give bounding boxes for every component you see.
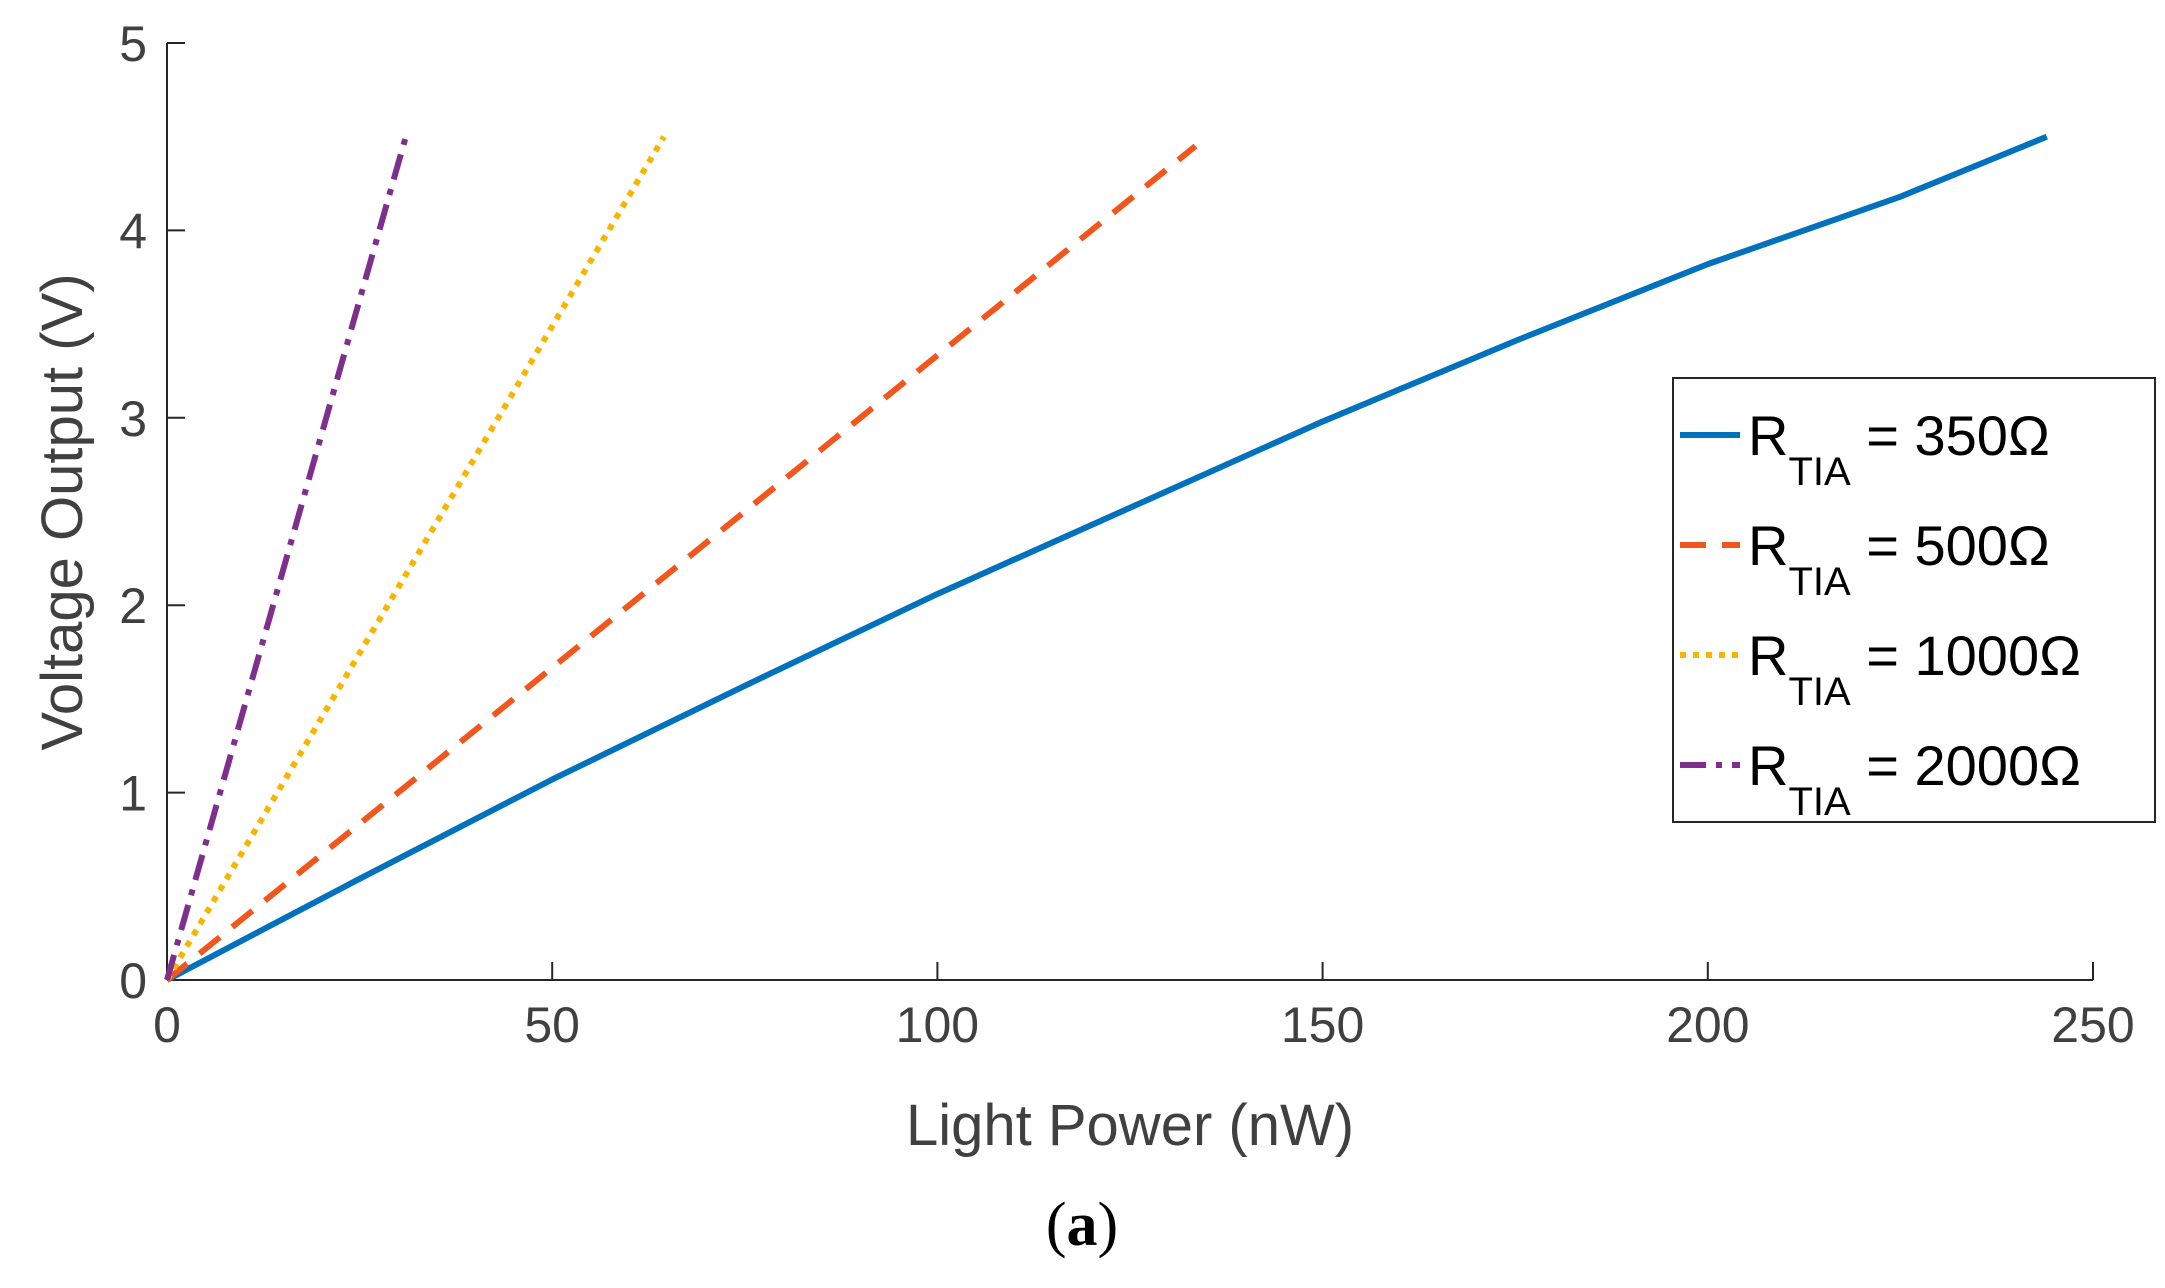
x-axis-label: Light Power (nW) [906,1093,1354,1158]
x-tick-label: 150 [1281,997,1364,1053]
y-tick-label: 5 [119,16,147,72]
series-line-2 [165,143,1198,983]
legend-label-main: R [1748,404,1788,467]
caption-close: ) [1098,1191,1119,1259]
legend-label-3: RTIA = 1000Ω [1748,624,2081,714]
legend-label-rest: = 350Ω [1851,404,2050,467]
y-axis-label: Voltage Output (V) [30,273,95,750]
legend-label-main: R [1748,514,1788,577]
y-tick-label: 0 [119,953,147,1009]
y-tick-label: 4 [119,203,147,259]
caption-open: ( [1046,1191,1067,1259]
caption-letter: a [1067,1191,1098,1259]
x-tick-label: 0 [153,997,181,1053]
legend-label-rest: = 1000Ω [1851,624,2081,687]
y-tick-label: 3 [119,391,147,447]
legend-label-rest: = 2000Ω [1851,734,2081,797]
legend-label-sub: TIA [1788,560,1851,604]
legend-label-rest: = 500Ω [1851,514,2050,577]
legend-label-main: R [1748,624,1788,687]
legend-label-4: RTIA = 2000Ω [1748,734,2081,824]
series-group [164,133,2048,983]
series-line-3 [164,135,667,982]
legend-label-1: RTIA = 350Ω [1748,404,2050,494]
x-tick-label: 100 [896,997,979,1053]
x-tick-label: 50 [524,997,580,1053]
x-tick-label: 250 [2051,997,2134,1053]
legend-box [1672,377,2156,823]
legend-label-2: RTIA = 500Ω [1748,514,2050,604]
legend-label-sub: TIA [1788,780,1851,824]
series-line-1 [165,133,2048,983]
legend-label-sub: TIA [1788,450,1851,494]
series-line-4 [164,135,409,981]
ticks-group: 0 50 100 150 200 250 0 1 2 3 4 5 [119,16,2135,1053]
y-tick-label: 2 [119,578,147,634]
figure-caption: (a) [1046,1191,1118,1259]
legend-label-main: R [1748,734,1788,797]
legend-label-sub: TIA [1788,670,1851,714]
x-tick-label: 200 [1666,997,1749,1053]
y-tick-label: 1 [119,766,147,822]
